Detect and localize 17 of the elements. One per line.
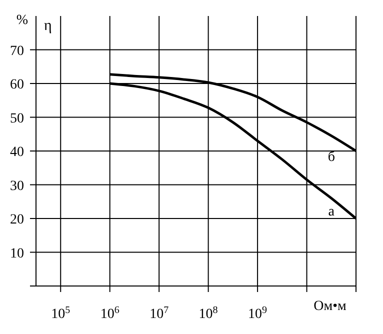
series-label: а — [328, 204, 336, 220]
annotation: η — [44, 18, 52, 34]
y-tick-label: 30 — [10, 178, 24, 194]
series-label: б — [328, 150, 335, 165]
x-tick-label: 10$^{8}$ — [198, 304, 218, 322]
x-axis-title: Ом•м — [314, 299, 347, 314]
x-tick-label: 10$^{7}$ — [150, 304, 169, 322]
y-tick-label: 50 — [10, 111, 24, 126]
x-tick-label: 10$^{5}$ — [51, 304, 70, 322]
x-tick-label: 10$^{9}$ — [248, 304, 268, 322]
y-tick-label: 40 — [10, 145, 24, 160]
y-tick-label: 20 — [10, 212, 24, 228]
y-tick-label: 60 — [10, 78, 24, 92]
y-tick-label: 70 — [10, 44, 24, 59]
x-tick-label: 10$^{6}$ — [100, 304, 120, 322]
y-axis-title: % — [16, 13, 28, 28]
y-tick-label: 10 — [10, 246, 24, 262]
